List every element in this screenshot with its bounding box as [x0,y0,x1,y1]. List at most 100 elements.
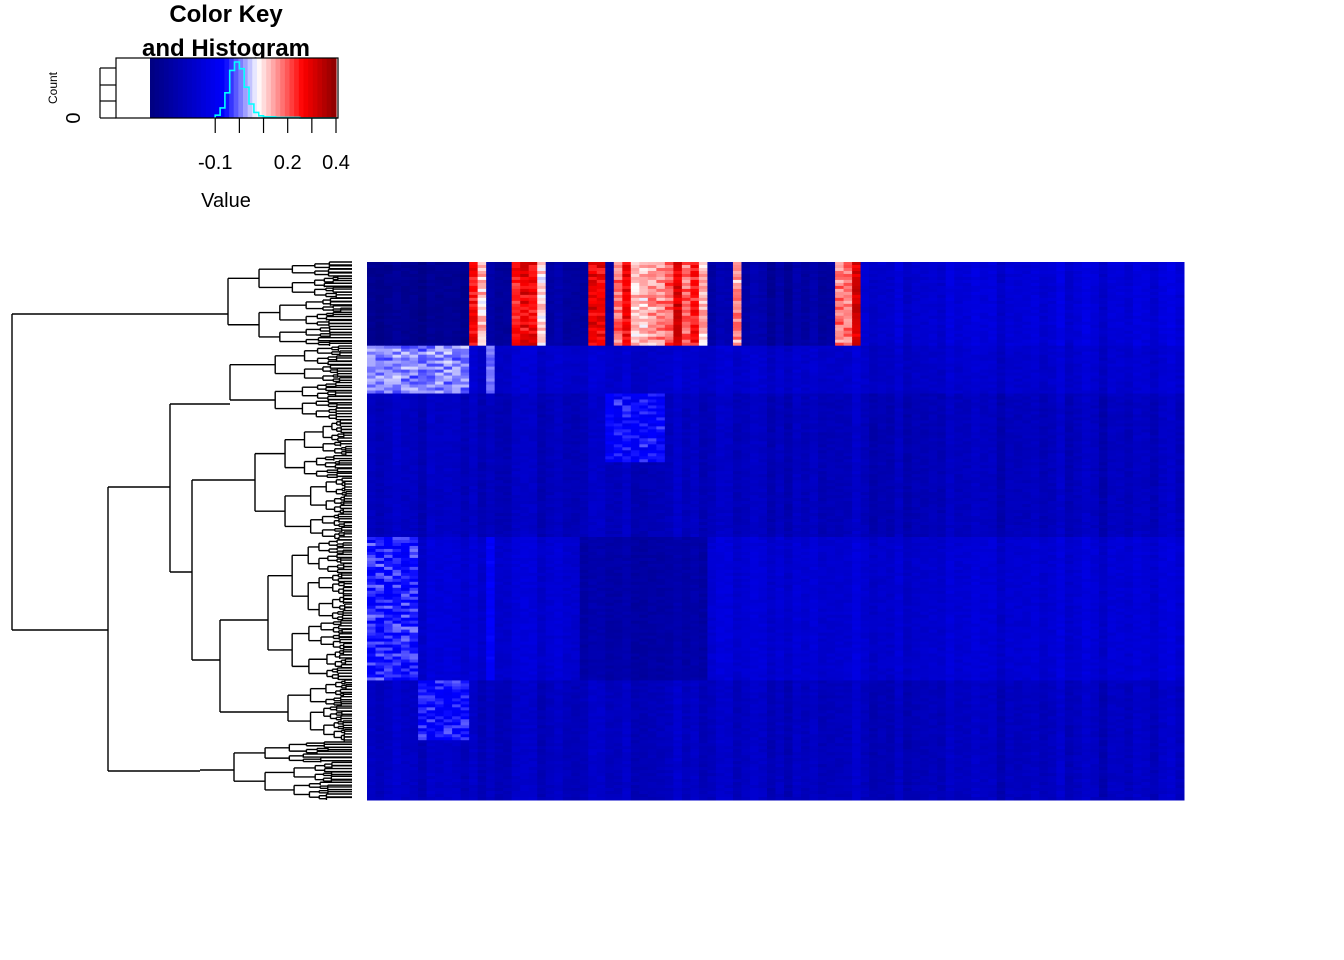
heatmap-cell [647,351,657,356]
heatmap-cell [1107,267,1117,272]
heatmap-cell [503,327,513,332]
heatmap-cell [384,318,394,323]
heatmap-cell [452,336,462,341]
heatmap-cell [911,369,921,374]
heatmap-cell [1056,270,1066,275]
heatmap-cell [503,321,513,326]
heatmap-cell [656,262,666,266]
heatmap-cell [401,285,411,290]
heatmap-cell [588,306,598,311]
heatmap-cell [690,318,700,323]
heatmap-cell [903,285,913,290]
heatmap-cell [784,351,794,356]
heatmap-cell [945,276,955,281]
heatmap-cell [792,285,802,290]
heatmap-cell [1175,345,1185,350]
heatmap-cell [486,288,496,293]
heatmap-cell [971,357,981,362]
heatmap-cell [511,375,521,380]
heatmap-cell [920,315,930,320]
heatmap-cell [766,372,776,377]
heatmap-cell [1175,369,1185,374]
heatmap-cell [869,357,879,362]
heatmap-cell [375,339,385,344]
heatmap-cell [1115,372,1125,377]
heatmap-cell [775,303,785,308]
heatmap-cell [996,294,1006,299]
heatmap-cell [749,270,759,275]
heatmap-cell [1166,351,1176,356]
heatmap-cell [1107,276,1117,281]
heatmap-cell [758,336,768,341]
heatmap-cell [477,294,487,299]
heatmap-cell [877,309,887,314]
heatmap-cell [1149,345,1159,350]
key-color-cell [150,58,156,118]
heatmap-cell [1064,339,1074,344]
heatmap-cell [1064,273,1074,278]
heatmap-cell [664,375,674,380]
heatmap-cell [715,300,725,305]
heatmap-cell [1013,306,1023,311]
heatmap-cell [503,330,513,335]
heatmap-cell [545,294,555,299]
heatmap-cell [443,372,453,377]
heatmap-cell [971,288,981,293]
heatmap-cell [656,330,666,335]
heatmap-cell [1166,309,1176,314]
heatmap-cell [401,318,411,323]
heatmap-cell [1030,372,1040,377]
heatmap-cell [971,309,981,314]
heatmap-cell [571,291,581,296]
heatmap-cell [971,279,981,284]
heatmap-cell [1030,303,1040,308]
heatmap-cell [392,333,402,338]
heatmap-cell [1098,342,1108,347]
heatmap-cell [562,288,572,293]
heatmap-cell [1166,297,1176,302]
heatmap-cell [596,345,606,350]
heatmap-cell [477,276,487,281]
heatmap-cell [452,369,462,374]
heatmap-cell [452,378,462,383]
heatmap-cell [554,345,564,350]
heatmap-cell [452,312,462,317]
heatmap-cell [392,321,402,326]
heatmap-cell [503,264,513,269]
heatmap-cell [477,312,487,317]
heatmap-cell [435,330,445,335]
heatmap-cell [826,348,836,353]
heatmap-cell [630,333,640,338]
heatmap-cell [1030,321,1040,326]
heatmap-cell [835,270,845,275]
heatmap-cell [1005,276,1015,281]
heatmap-cell [1073,375,1083,380]
heatmap-cell [843,294,853,299]
heatmap-cell [877,300,887,305]
heatmap-cell [477,297,487,302]
heatmap-cell [775,315,785,320]
heatmap-cell [996,300,1006,305]
heatmap-cell [707,273,717,278]
heatmap-cell [588,348,598,353]
heatmap-cell [903,351,913,356]
heatmap-cell [1047,276,1057,281]
heatmap-cell [367,270,377,275]
heatmap-cell [503,288,513,293]
heatmap-cell [673,339,683,344]
heatmap-cell [1166,291,1176,296]
heatmap-cell [920,303,930,308]
heatmap-cell [494,294,504,299]
heatmap-cell [1124,285,1134,290]
heatmap-cell [1175,291,1185,296]
heatmap-cell [1073,360,1083,365]
heatmap-cell [426,276,436,281]
heatmap-cell [528,309,538,314]
heatmap-cell [630,360,640,365]
heatmap-cell [554,279,564,284]
heatmap-cell [409,339,419,344]
heatmap-cell [681,300,691,305]
heatmap-cell [460,378,470,383]
heatmap-cell [418,297,428,302]
heatmap-cell [937,273,947,278]
